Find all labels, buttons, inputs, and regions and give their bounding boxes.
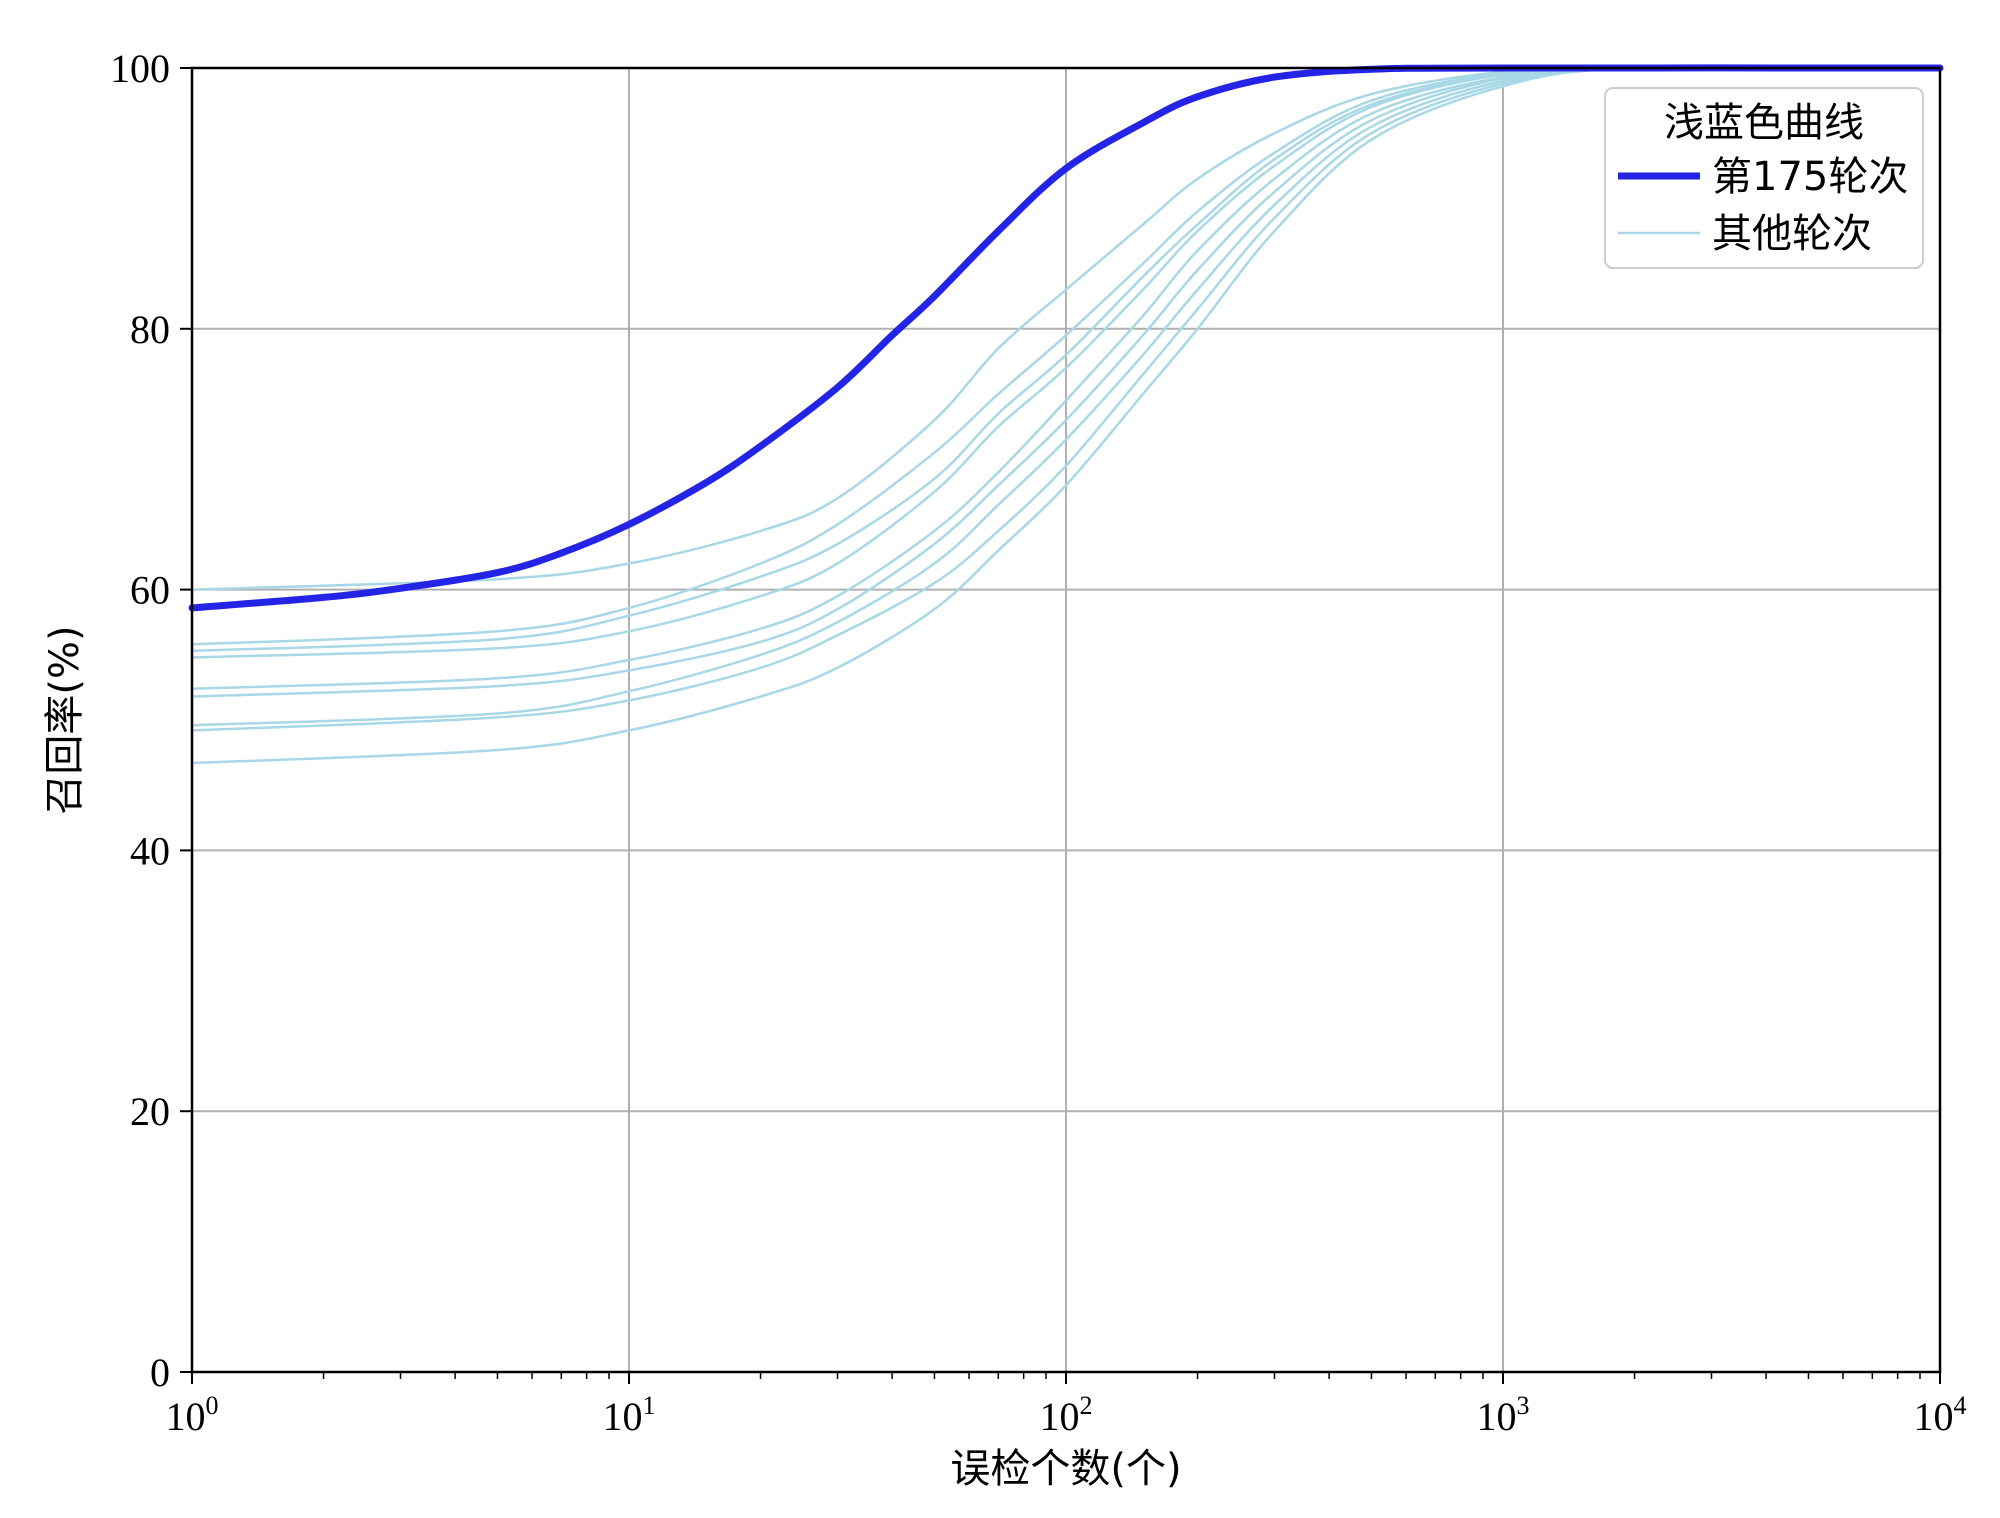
- y-tick-label: 0: [150, 1350, 170, 1395]
- y-tick-label: 100: [110, 46, 170, 91]
- x-tick-label: 102: [1040, 1391, 1093, 1439]
- axis-ticks: [180, 67, 1941, 1384]
- round-175-line-group: [188, 64, 1944, 612]
- x-tick-base: 10: [166, 1394, 206, 1439]
- y-tick-label: 40: [130, 828, 170, 873]
- series-line-other-round: [191, 66, 1941, 659]
- x-tick-label: 100: [166, 1391, 219, 1439]
- x-tick-exponent: 1: [643, 1391, 656, 1420]
- x-tick-labels: 100 101 102 103 104: [166, 1391, 1967, 1439]
- legend-label-round-175: 第175轮次: [1712, 154, 1908, 200]
- x-tick-base: 10: [1477, 1394, 1517, 1439]
- y-tick-label: 60: [130, 568, 170, 613]
- y-tick-label: 20: [130, 1089, 170, 1134]
- legend-box: [1604, 87, 1924, 269]
- y-axis-label: 召回率(%): [42, 625, 88, 814]
- series-line-other-round: [191, 65, 1941, 698]
- legend: 浅蓝色曲线 第175轮次 其他轮次: [1604, 87, 1924, 269]
- legend-title: 浅蓝色曲线: [1664, 100, 1864, 146]
- x-tick-label: 101: [603, 1391, 656, 1439]
- x-tick-exponent: 3: [1517, 1391, 1530, 1420]
- x-axis-label: 误检个数(个): [950, 1446, 1181, 1492]
- x-tick-exponent: 2: [1080, 1391, 1093, 1420]
- legend-label-other-rounds: 其他轮次: [1712, 211, 1872, 257]
- series-line-other-round: [191, 65, 1941, 727]
- x-tick-base: 10: [1040, 1394, 1080, 1439]
- x-tick-label: 103: [1477, 1391, 1530, 1439]
- y-tick-labels: 0 20 40 60 80 100: [110, 46, 170, 1395]
- y-tick-label: 80: [130, 307, 170, 352]
- series-line-round-175: [188, 64, 1944, 612]
- x-tick-exponent: 0: [206, 1391, 219, 1420]
- series-line-other-round: [191, 65, 1941, 732]
- x-tick-exponent: 4: [1954, 1391, 1967, 1420]
- x-tick-label: 104: [1914, 1391, 1967, 1439]
- x-tick-base: 10: [1914, 1394, 1954, 1439]
- x-tick-base: 10: [603, 1394, 643, 1439]
- series-line-other-round: [191, 65, 1941, 765]
